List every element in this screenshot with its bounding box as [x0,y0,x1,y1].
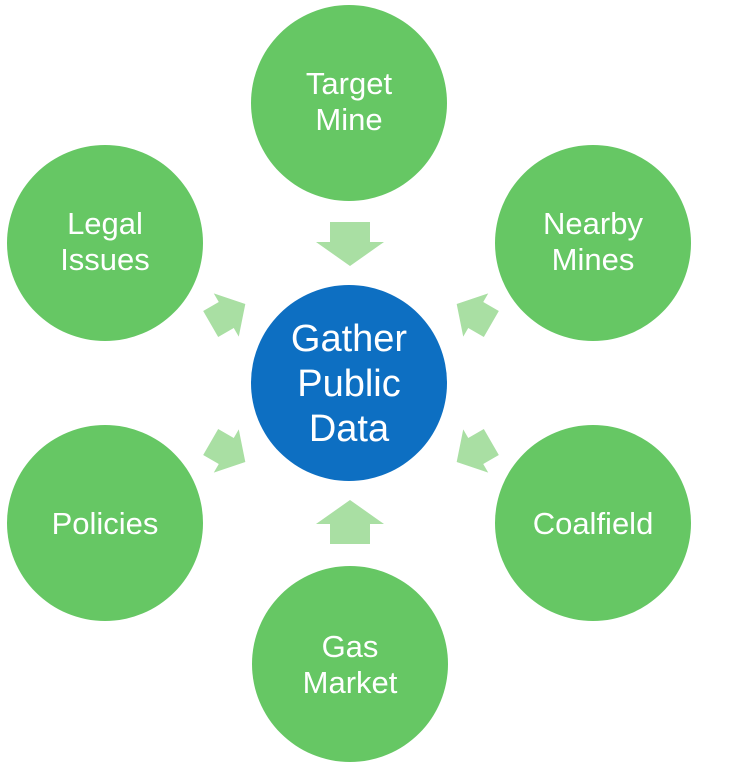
node-circle [495,145,691,341]
node-circle [7,425,203,621]
node-circle [252,566,448,762]
node-label: Gas [322,629,379,664]
center-label: Gather [291,318,408,360]
arrow-from-coalfield [456,429,499,473]
arrows [203,222,499,544]
arrow-from-legal-issues [203,293,246,337]
node-label: Market [303,665,398,700]
node-gas-market: Gas Market [252,566,448,762]
node-label: Mine [315,102,382,137]
arrow-from-gas-market [316,500,384,544]
center-circle [251,285,447,481]
node-circle [251,5,447,201]
node-nearby-mines: Nearby Mines [495,145,691,341]
node-label: Target [306,66,393,101]
center-node-gather-public-data: Gather Public Data [251,285,447,481]
center-label: Data [309,408,390,450]
node-target-mine: Target Mine [251,5,447,201]
node-circle [7,145,203,341]
node-label: Nearby [543,206,643,241]
node-label: Policies [52,506,159,541]
node-label: Coalfield [533,506,654,541]
node-label: Legal [67,206,143,241]
node-legal-issues: Legal Issues [7,145,203,341]
node-label: Mines [552,242,635,277]
node-label: Issues [60,242,150,277]
center-label: Public [297,363,401,405]
node-policies: Policies [7,425,203,621]
node-circle [495,425,691,621]
arrow-from-target-mine [316,222,384,266]
node-coalfield: Coalfield [495,425,691,621]
arrow-from-policies [203,429,246,473]
arrow-from-nearby-mines [456,293,499,337]
